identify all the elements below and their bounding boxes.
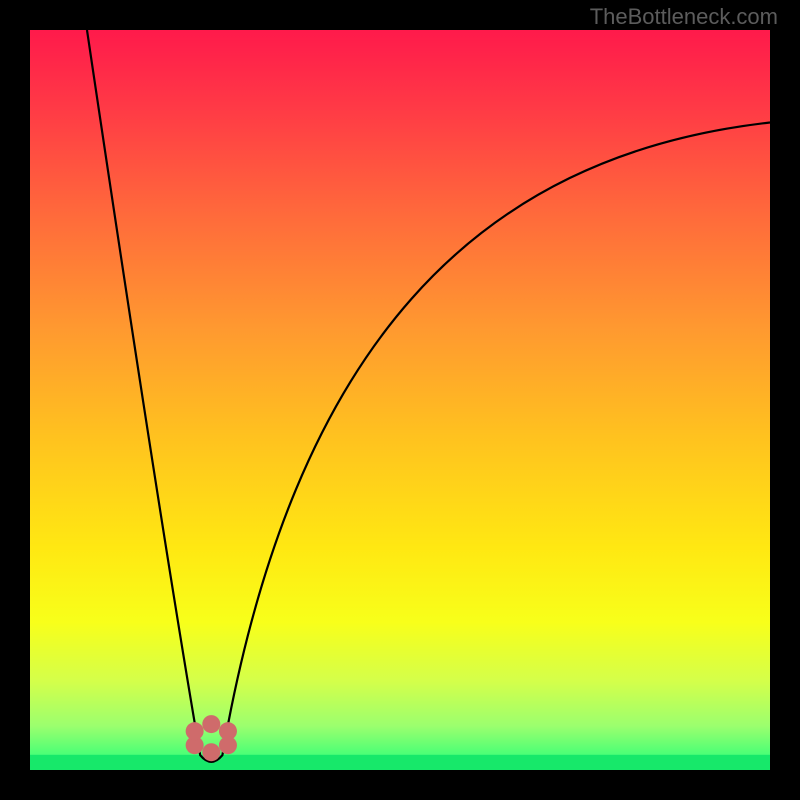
min-marker-dot (186, 722, 204, 740)
min-marker-dot (202, 715, 220, 733)
curve-path (87, 30, 770, 762)
min-marker-dot (202, 743, 220, 761)
bottleneck-curve (30, 30, 770, 770)
plot-area (30, 30, 770, 770)
min-marker-dot (219, 736, 237, 754)
watermark-text: TheBottleneck.com (590, 4, 778, 30)
